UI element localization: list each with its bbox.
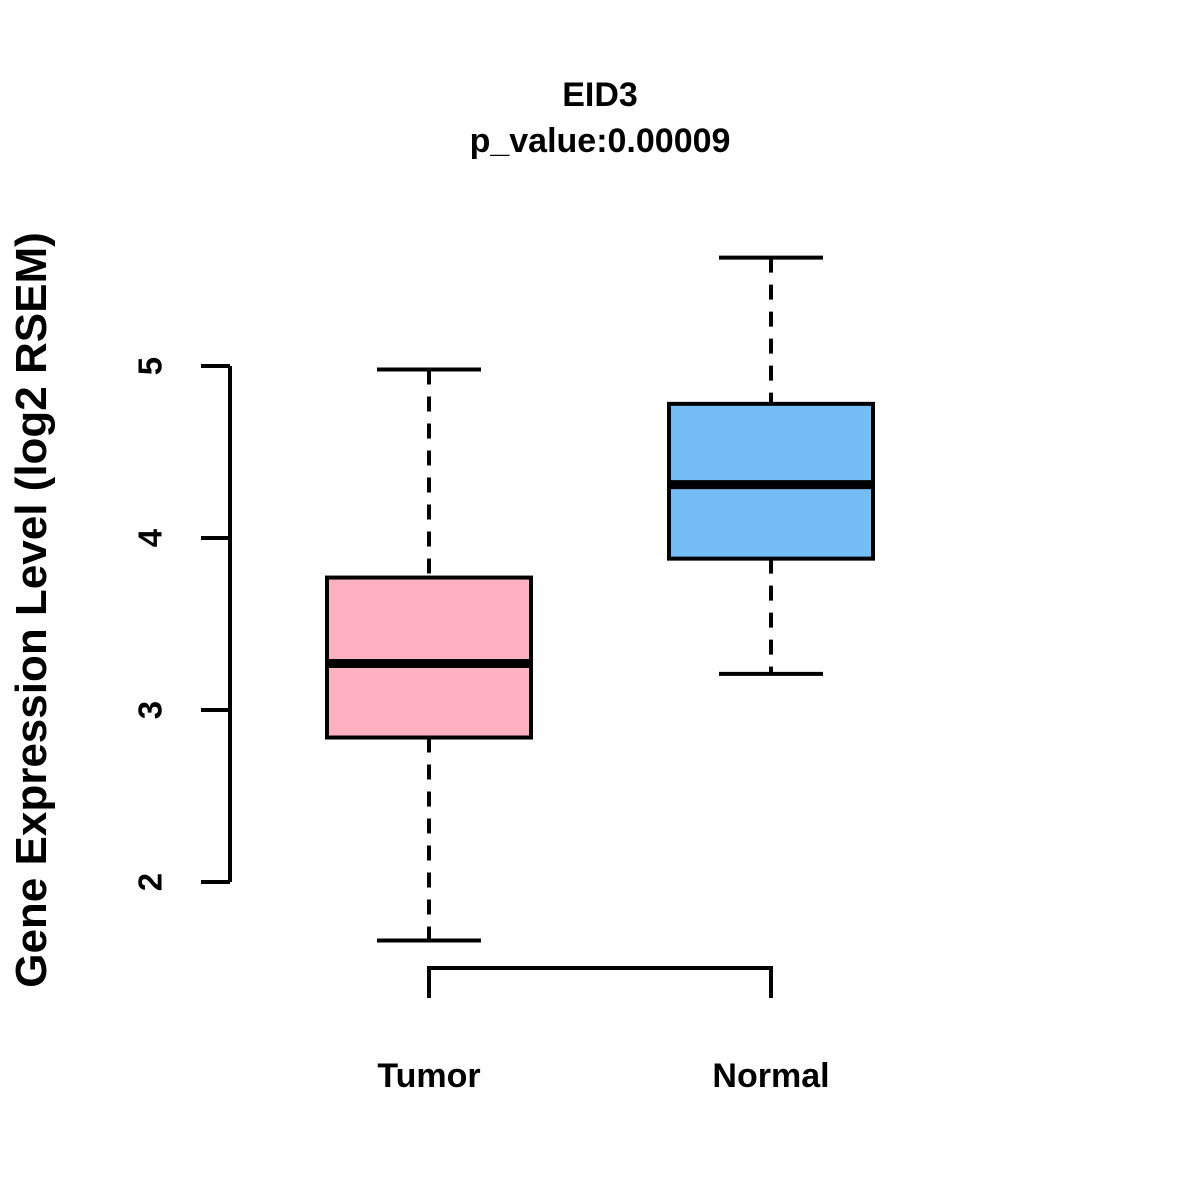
y-axis-tick-label: 5 [132, 357, 169, 375]
box-tumor [325, 575, 533, 740]
x-category-label-normal: Normal [712, 1057, 829, 1095]
y-axis-tick-label: 3 [132, 701, 169, 719]
x-category-label-tumor: Tumor [377, 1057, 480, 1095]
chart-subtitle: p_value:0.00009 [469, 122, 731, 160]
chart-title: EID3 [562, 76, 638, 114]
y-axis-tick-label: 4 [132, 528, 169, 547]
x-axis-bracket [427, 966, 773, 998]
y-axis-tick-label: 2 [132, 873, 169, 891]
